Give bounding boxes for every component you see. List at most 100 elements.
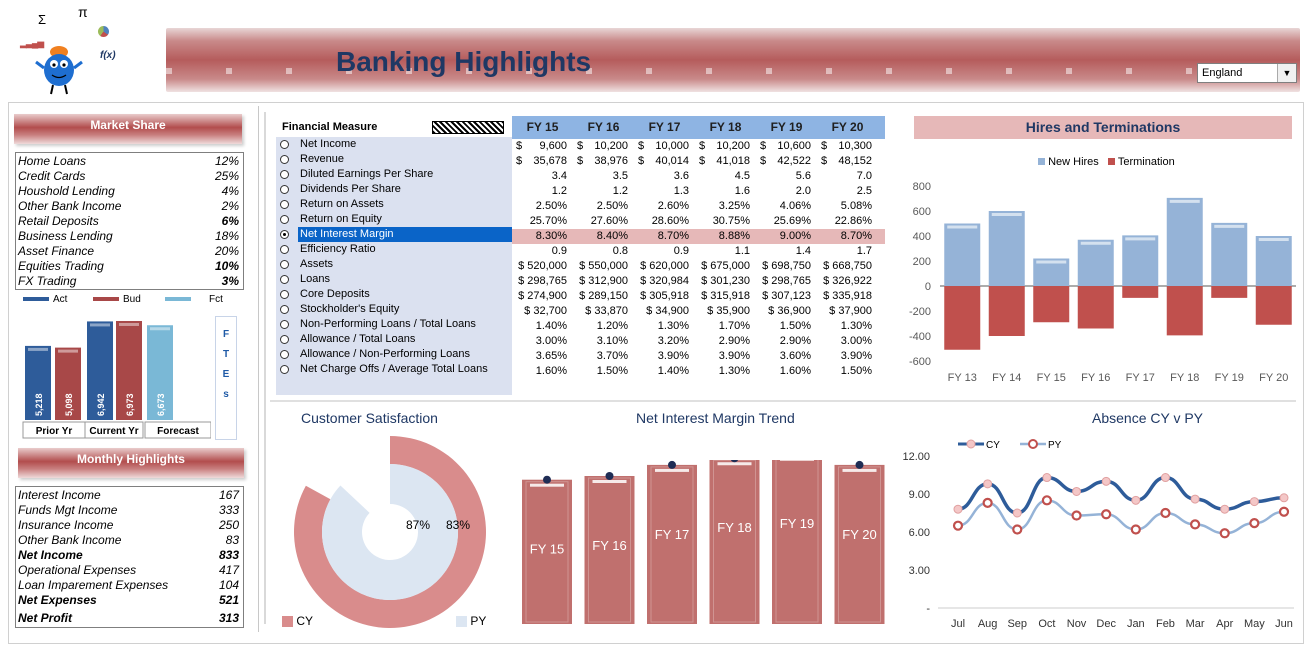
monthly-highlights-header: Monthly Highlights [18, 448, 244, 478]
measure-option[interactable]: Revenue [276, 152, 512, 167]
table-cell: $10,300 [817, 139, 878, 154]
cell-value: $ 675,000 [701, 260, 750, 272]
measure-option[interactable]: Net Interest Margin [276, 227, 512, 242]
title-banner [166, 28, 1300, 92]
radio-button[interactable] [280, 245, 289, 254]
measure-label: Return on Equity [300, 213, 382, 225]
cell-value: 9.00% [779, 230, 811, 242]
table-cell: 0.9 [634, 244, 695, 259]
measure-option[interactable]: Dividends Per Share [276, 182, 512, 197]
radio-button[interactable] [280, 260, 289, 269]
table-cell: $ 305,918 [634, 289, 695, 304]
cell-value: 2.90% [779, 335, 811, 347]
measure-option[interactable]: Net Charge Offs / Average Total Loans [276, 362, 512, 377]
radio-button[interactable] [280, 170, 289, 179]
table-cell: 2.60% [634, 199, 695, 214]
list-item: Loan Imparement Expenses 104 [18, 578, 239, 592]
x-tick-label: FY 15 [1037, 372, 1066, 384]
scrollbar[interactable] [432, 120, 504, 134]
radio-button[interactable] [280, 290, 289, 299]
nim-marker [668, 460, 676, 469]
radio-button[interactable] [280, 215, 289, 224]
radio-button[interactable] [280, 155, 289, 164]
table-cell: 3.6 [634, 169, 695, 184]
table-cell: 4.06% [756, 199, 817, 214]
measure-option[interactable]: Assets [276, 257, 512, 272]
nim-bar-label: FY 15 [530, 542, 564, 557]
chevron-down-icon[interactable]: ▼ [1277, 64, 1296, 82]
cell-value: 7.0 [856, 170, 872, 182]
radio-button[interactable] [280, 365, 289, 374]
cell-value: 3.90% [657, 350, 689, 362]
measure-option[interactable]: Net Income [276, 137, 512, 152]
table-cell: 30.75% [695, 214, 756, 229]
satisfaction-chart [294, 436, 486, 628]
radio-button[interactable] [280, 350, 289, 359]
donut-py-ring [322, 464, 459, 600]
radio-button[interactable] [280, 230, 289, 239]
table-cell: 3.4 [512, 169, 573, 184]
measure-label: Efficiency Ratio [300, 243, 376, 255]
financial-measure-list: Financial Measure Net Income Revenue Dilut… [276, 117, 512, 395]
table-cell: 1.30% [695, 364, 756, 379]
measure-option[interactable]: Efficiency Ratio [276, 242, 512, 257]
measure-option[interactable]: Allowance / Non-Performing Loans [276, 347, 512, 362]
hires-chart: 800 600 400 200 0 -200 -400 -600 FY 13 FY 14 FY 15… [909, 181, 1296, 384]
termination-bar [1166, 286, 1203, 336]
hires-legend: New Hires Termination [1038, 156, 1175, 168]
bar-highlight [991, 213, 1022, 216]
x-tick-label: Dec [1096, 618, 1116, 630]
cy-point [1012, 508, 1022, 518]
cell-value: 3.90% [718, 350, 750, 362]
radio-button[interactable] [280, 185, 289, 194]
cell-value: $ 315,918 [701, 290, 750, 302]
x-tick-label: FY 18 [1170, 372, 1199, 384]
y-tick-label: 6.00 [909, 527, 930, 539]
measure-option[interactable]: Core Deposits [276, 287, 512, 302]
table-cell: $ 298,765 [512, 274, 573, 289]
measure-option[interactable]: Return on Assets [276, 197, 512, 212]
nim-bar-label: FY 20 [842, 527, 876, 542]
table-row: $ 298,765 $ 312,900 $ 320,984 $ 301,230 $ 29… [512, 274, 885, 289]
radio-button[interactable] [280, 275, 289, 284]
cell-value: 3.25% [718, 200, 750, 212]
currency-symbol: $ [516, 155, 523, 167]
sat-legend-cy: CY [282, 614, 313, 628]
termination-bar [1077, 286, 1114, 329]
measure-option[interactable]: Loans [276, 272, 512, 287]
measure-option[interactable]: Return on Equity [276, 212, 512, 227]
x-tick-label: Nov [1067, 618, 1087, 630]
measure-option[interactable]: Non-Performing Loans / Total Loans [276, 317, 512, 332]
cell-value: 1.30% [657, 320, 689, 332]
radio-button[interactable] [280, 305, 289, 314]
x-tick-label: FY 19 [1215, 372, 1244, 384]
table-cell: 4.5 [695, 169, 756, 184]
y-tick-label: 3.00 [909, 565, 930, 577]
fte-chart: Act Bud Fct 5,218 5,098 6,942 6,973 6,673 Pri… [15, 292, 243, 442]
py-point [1278, 506, 1290, 517]
table-cell: $ 668,750 [817, 259, 878, 274]
monthly-highlights-list: Interest Income 167 Funds Mgt Income 333 I… [15, 486, 244, 628]
cell-value: 10,000 [655, 140, 689, 152]
currency-symbol: $ [577, 155, 584, 167]
radio-button[interactable] [280, 200, 289, 209]
radio-button[interactable] [280, 335, 289, 344]
fte-group-box [84, 421, 144, 439]
table-cell: $ 698,750 [756, 259, 817, 274]
cell-value: $ 301,230 [701, 275, 750, 287]
cell-value: 0.9 [673, 245, 689, 257]
measure-option[interactable]: Stockholder's Equity [276, 302, 512, 317]
cell-value: $ 33,870 [585, 305, 628, 317]
fte-bar [25, 345, 51, 420]
fte-bar [55, 347, 81, 420]
region-select[interactable]: England ▼ [1197, 63, 1297, 83]
radio-button[interactable] [280, 140, 289, 149]
nim-title: Net Interest Margin Trend [636, 410, 795, 426]
cell-value: 0.9 [551, 245, 567, 257]
table-cell: $ 307,123 [756, 289, 817, 304]
radio-button[interactable] [280, 320, 289, 329]
measure-option[interactable]: Diluted Earnings Per Share [276, 167, 512, 182]
measure-option[interactable]: Allowance / Total Loans [276, 332, 512, 347]
cell-value: 25.70% [529, 215, 567, 227]
